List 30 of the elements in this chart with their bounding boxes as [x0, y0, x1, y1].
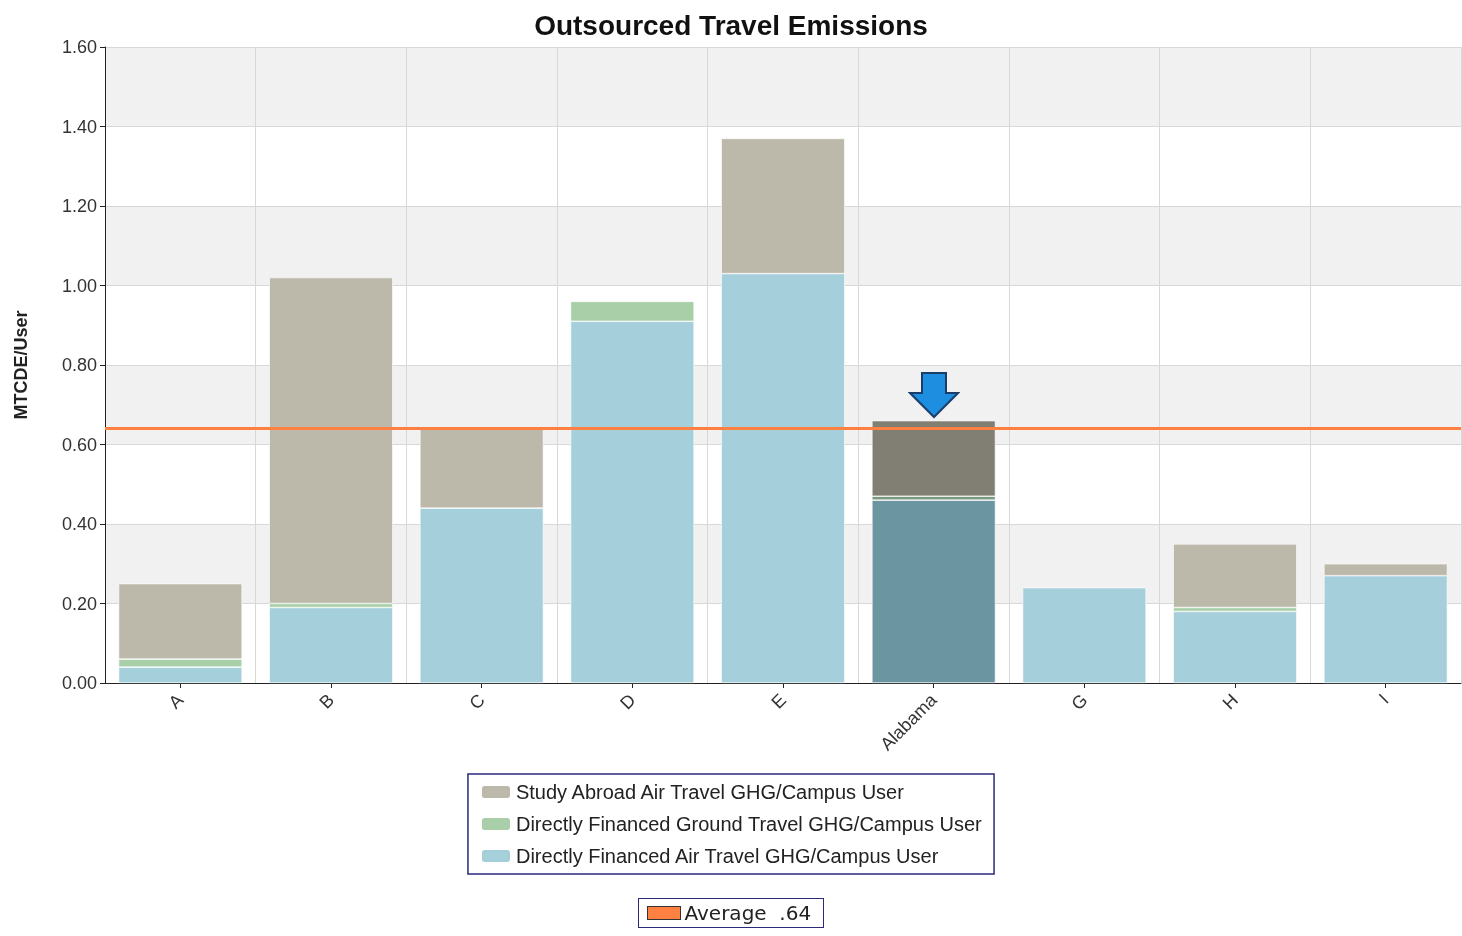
x-tick-label: D	[616, 689, 640, 714]
y-tick-label: 0.00	[61, 673, 97, 693]
legend-label: Directly Financed Ground Travel GHG/Campus User	[515, 813, 983, 835]
y-tick-label: 1.60	[61, 37, 97, 57]
bar	[871, 500, 996, 683]
bar	[1173, 543, 1297, 608]
y-axis-title: MTCDE/User	[11, 310, 31, 420]
legend-label: Study Abroad Air Travel GHG/Campus User	[515, 781, 905, 803]
x-tick-label: E	[767, 689, 791, 713]
bar	[1173, 611, 1297, 683]
x-tick-label: G	[1067, 689, 1092, 714]
legend-label: Average .64	[684, 901, 812, 925]
bar	[1022, 587, 1147, 683]
x-tick-label: B	[315, 689, 339, 713]
y-tick-label: 0.20	[61, 593, 97, 614]
x-tick-label: C	[465, 689, 489, 714]
bar	[871, 420, 996, 497]
y-tick-label: 0.60	[61, 434, 97, 455]
x-tick-label: A	[164, 689, 188, 713]
y-tick-label: 1.20	[61, 196, 97, 216]
y-tick-label: 1.40	[61, 116, 97, 137]
y-tick-label: 0.40	[61, 514, 97, 534]
bar	[269, 607, 393, 683]
bar	[269, 277, 393, 604]
legend-label: Directly Financed Air Travel GHG/Campus User	[515, 845, 939, 867]
y-tick-label: 0.80	[61, 355, 97, 375]
x-tick-label: I	[1375, 689, 1393, 708]
y-tick-label: 1.00	[61, 275, 97, 296]
x-tick-label: H	[1218, 689, 1243, 714]
chart-title: Outsourced Travel Emissions	[534, 9, 928, 41]
